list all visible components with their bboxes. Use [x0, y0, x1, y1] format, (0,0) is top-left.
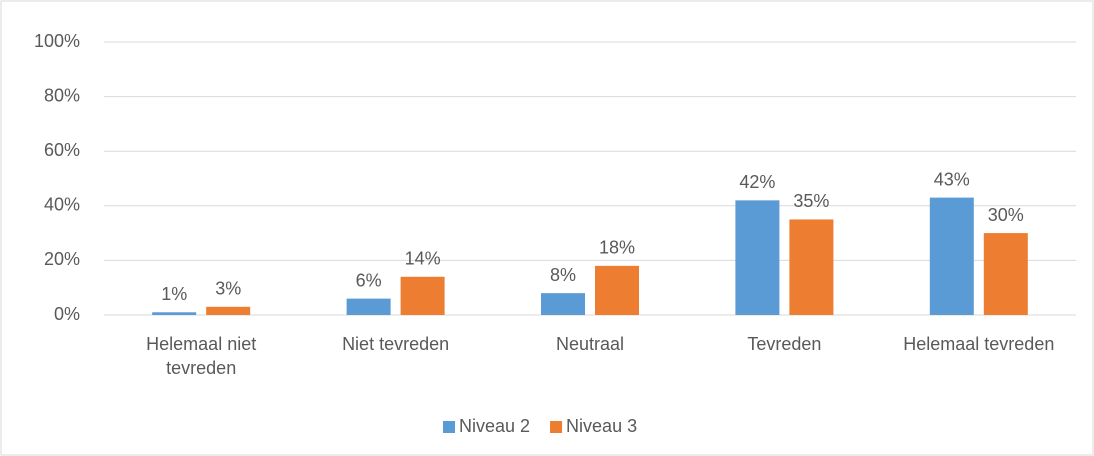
x-tick-label: Helemaal tevreden: [903, 334, 1055, 354]
data-label: 1%: [161, 284, 187, 304]
data-label: 6%: [356, 270, 382, 290]
bar: [400, 276, 445, 315]
x-tick-label: Helemaal niet tevreden: [146, 334, 257, 378]
bar: [735, 200, 780, 315]
legend-label: Niveau 2: [459, 416, 530, 436]
data-label: 35%: [793, 191, 829, 211]
bar: [346, 298, 391, 315]
data-label: 3%: [215, 279, 241, 299]
data-label: 30%: [988, 205, 1024, 225]
data-label: 43%: [934, 169, 970, 189]
y-tick-label: 80%: [44, 85, 80, 105]
y-tick-label: 40%: [44, 195, 80, 215]
y-tick-label: 0%: [54, 304, 80, 324]
bar: [152, 312, 197, 315]
bar: [206, 306, 251, 315]
bar: [929, 197, 974, 315]
legend-swatch: [550, 421, 563, 433]
bar: [595, 265, 639, 315]
y-tick-label: 100%: [34, 31, 80, 51]
data-label: 18%: [599, 238, 635, 258]
data-label: 14%: [405, 249, 441, 269]
bar: [983, 233, 1028, 315]
bar: [789, 219, 834, 315]
y-tick-label: 20%: [44, 249, 80, 269]
legend-swatch: [443, 421, 455, 433]
data-label: 8%: [550, 265, 576, 285]
x-tick-label: Tevreden: [747, 334, 822, 354]
bar: [541, 293, 585, 315]
y-tick-label: 60%: [44, 140, 80, 160]
x-tick-label: Neutraal: [555, 334, 625, 354]
x-tick-label: Niet tevreden: [342, 334, 450, 354]
legend-label: Niveau 3: [566, 416, 637, 436]
data-label: 42%: [739, 172, 775, 192]
